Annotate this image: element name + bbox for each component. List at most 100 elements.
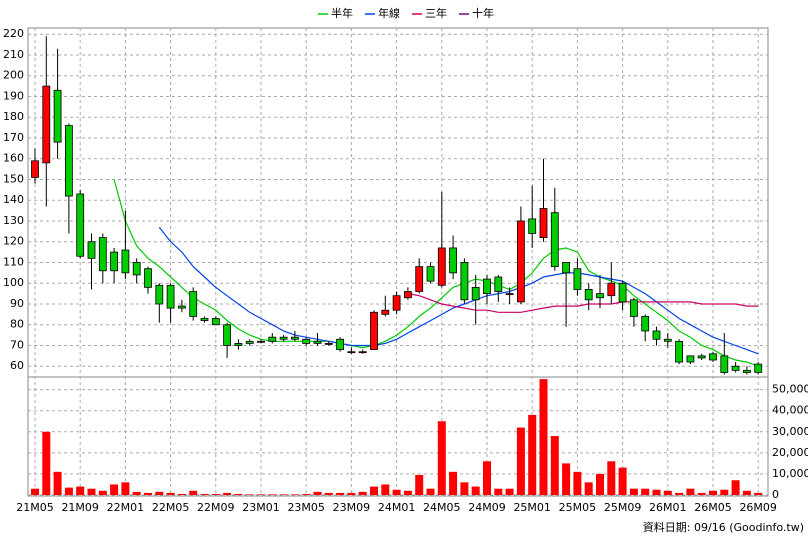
candle-body	[403, 291, 412, 299]
candle-body	[290, 336, 299, 340]
x-tick-label: 21M09	[61, 501, 99, 514]
candle-body	[358, 351, 367, 354]
candle-body	[234, 342, 243, 346]
volume-bar	[31, 488, 39, 495]
candle-body	[607, 282, 616, 297]
volume-bar	[686, 488, 695, 495]
volume-bar	[313, 491, 322, 495]
volume-bar	[381, 484, 390, 495]
candle-body	[596, 293, 604, 299]
y2-tick-label: 50,000	[772, 383, 808, 396]
volume-bar	[539, 379, 548, 495]
volume-bar	[675, 492, 684, 495]
candle-body	[302, 338, 311, 344]
candle-body	[743, 369, 751, 373]
volume-bar	[573, 471, 582, 495]
x-tick-label: 26M09	[739, 501, 777, 514]
volume-bar	[53, 471, 62, 495]
candle-body	[370, 311, 378, 351]
candle-body	[584, 289, 593, 301]
plot-frame	[27, 27, 769, 497]
candle-body	[449, 247, 458, 274]
x-tick-label: 26M01	[649, 501, 687, 514]
candle-body	[245, 340, 254, 344]
volume-bar	[584, 482, 593, 495]
volume-bar	[641, 488, 650, 495]
volume-bar	[144, 492, 152, 495]
x-tick-label: 22M01	[107, 501, 145, 514]
footer: 資料日期: 09/16 (Goodinfo.tw)	[643, 520, 804, 534]
volume-bar	[731, 480, 740, 495]
volume-bar	[754, 492, 763, 495]
candle-body	[471, 286, 480, 301]
candle-body	[709, 353, 717, 361]
volume-bar	[268, 494, 277, 495]
y-tick-label: 70	[10, 338, 24, 351]
y-tick-label: 140	[3, 193, 24, 206]
x-tick-label: 22M09	[197, 501, 235, 514]
y2-tick-label: 40,000	[772, 404, 808, 417]
candle-body	[630, 299, 638, 317]
volume-bar	[370, 486, 378, 495]
volume-bar	[110, 484, 119, 495]
candle-body	[641, 316, 650, 332]
volume-bar	[426, 488, 435, 495]
candle-body	[76, 193, 85, 257]
volume-bar	[166, 492, 175, 495]
volume-bar	[528, 414, 537, 495]
y2-tick-label: 20,000	[772, 446, 808, 459]
candle-body	[483, 278, 491, 295]
volume-bar	[516, 427, 525, 495]
volume-bar	[505, 488, 514, 495]
y2-tick-label: 0	[772, 488, 779, 501]
x-tick-label: 21M05	[16, 501, 54, 514]
candle-body	[132, 262, 141, 276]
y-tick-label: 80	[10, 318, 24, 331]
x-tick-label: 23M09	[333, 501, 371, 514]
volume-bar	[98, 490, 107, 495]
y-tick-label: 220	[3, 27, 24, 40]
volume-bar	[234, 493, 243, 495]
y2-tick-label: 30,000	[772, 425, 808, 438]
volume-bar	[494, 488, 503, 495]
candle-body	[223, 324, 232, 346]
candle-body	[155, 284, 164, 305]
volume-bar	[437, 421, 446, 495]
candle-body	[98, 237, 107, 272]
x-tick-label: 24M01	[378, 501, 416, 514]
x-tick-label: 26M05	[694, 501, 732, 514]
volume-bar	[245, 494, 254, 495]
candle-body	[754, 363, 763, 373]
volume-bar	[471, 486, 480, 495]
volume-bar	[257, 494, 265, 495]
volume-bar	[618, 467, 627, 495]
candle-body	[528, 218, 537, 234]
candle-body	[562, 262, 570, 274]
ma-line	[407, 293, 759, 313]
volume-bar	[596, 473, 604, 495]
candle-body	[460, 262, 469, 301]
volume-bar	[64, 487, 73, 495]
candle-body	[144, 268, 152, 288]
candle-body	[697, 355, 706, 359]
candle-body	[494, 276, 503, 292]
candle-body	[675, 340, 683, 363]
volume-bar	[279, 494, 288, 495]
candle-body	[121, 249, 130, 274]
y-tick-label: 180	[3, 110, 24, 123]
y-tick-label: 190	[3, 89, 24, 102]
candle-body	[720, 355, 729, 373]
candle-body	[177, 305, 186, 309]
volume-bar	[155, 491, 164, 495]
y-tick-label: 200	[3, 69, 24, 82]
candle-body	[539, 208, 548, 238]
candle-body	[189, 291, 198, 317]
volume-bar	[223, 492, 232, 495]
volume-bar	[709, 490, 717, 495]
candle-body	[211, 318, 220, 326]
candle-body	[505, 293, 514, 296]
candle-body	[31, 160, 39, 178]
legend-label: 年線	[378, 6, 400, 20]
candle-body	[268, 336, 277, 342]
